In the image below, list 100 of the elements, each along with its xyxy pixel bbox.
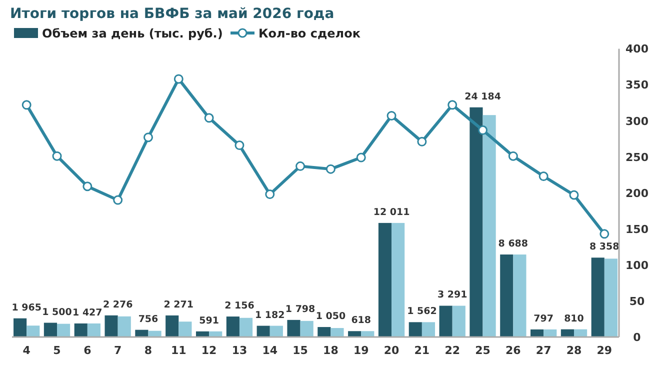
x-tick-label: 21 xyxy=(414,344,430,357)
point xyxy=(508,151,518,161)
x-tick-label: 25 xyxy=(475,344,490,357)
bar xyxy=(500,254,514,337)
bar xyxy=(287,320,300,337)
point xyxy=(600,229,610,239)
point xyxy=(538,172,548,182)
point xyxy=(417,136,427,146)
bar xyxy=(118,316,131,337)
data-label: 1 798 xyxy=(285,304,316,315)
bar xyxy=(378,222,392,337)
data-label: 1 050 xyxy=(316,311,346,322)
y2-tick-label: 350 xyxy=(626,78,649,92)
data-label: 1 562 xyxy=(407,306,437,318)
bar xyxy=(604,258,618,337)
bar xyxy=(530,329,544,337)
x-tick-label: 18 xyxy=(323,344,338,357)
data-label: 1 182 xyxy=(255,310,285,321)
x-tick-label: 13 xyxy=(232,344,248,357)
data-label: 2 156 xyxy=(224,300,255,312)
x-tick-label: 11 xyxy=(170,344,186,357)
bar xyxy=(270,326,283,337)
data-label: 756 xyxy=(138,314,159,325)
data-label: 2 271 xyxy=(164,299,194,310)
bar xyxy=(574,329,588,337)
bar xyxy=(104,315,118,337)
bar xyxy=(330,328,344,337)
x-tick-label: 5 xyxy=(53,344,61,357)
bar xyxy=(544,329,557,337)
x-tick-label: 26 xyxy=(506,344,522,357)
bar xyxy=(44,322,58,337)
point xyxy=(143,132,153,142)
legend-label: Кол-во сделок xyxy=(258,26,360,40)
point xyxy=(82,182,92,192)
bar xyxy=(392,222,405,337)
x-tick-label: 12 xyxy=(201,344,217,357)
point xyxy=(326,164,336,174)
x-tick-label: 14 xyxy=(262,344,278,357)
x-tick-label: 19 xyxy=(353,344,369,357)
x-tick-label: 7 xyxy=(114,344,122,357)
data-label: 1 965 xyxy=(12,302,42,314)
bar xyxy=(256,326,270,337)
data-label: 1 500 xyxy=(42,306,72,318)
x-tick-label: 27 xyxy=(536,344,552,357)
bar xyxy=(452,306,466,337)
x-tick-label: 8 xyxy=(144,344,152,357)
point xyxy=(52,151,62,161)
point xyxy=(356,152,366,162)
bar xyxy=(57,324,70,337)
y2-tick-label: 400 xyxy=(626,42,649,56)
bar xyxy=(439,306,452,337)
chart-title: Итоги торгов на БВФБ за май 2026 года xyxy=(10,6,334,22)
data-label: 618 xyxy=(351,315,372,326)
y2-tick-label: 100 xyxy=(626,258,649,272)
bar xyxy=(87,323,100,337)
y2-tick-label: 150 xyxy=(626,222,649,236)
bar xyxy=(513,254,526,337)
bar xyxy=(348,331,362,337)
data-label: 1 427 xyxy=(72,307,102,318)
x-tick-label: 22 xyxy=(444,344,460,357)
x-tick-label: 6 xyxy=(84,344,92,357)
bar xyxy=(166,315,179,337)
data-label: 3 291 xyxy=(437,290,468,301)
point xyxy=(22,100,32,110)
bar xyxy=(178,322,192,337)
bar xyxy=(26,326,40,337)
data-label: 8 688 xyxy=(498,238,528,250)
data-label: 2 276 xyxy=(102,299,134,310)
bar xyxy=(591,258,604,337)
point xyxy=(569,190,579,200)
x-tick-label: 20 xyxy=(384,344,400,357)
y2-tick-label: 300 xyxy=(626,114,649,128)
bar xyxy=(470,107,483,337)
point xyxy=(265,190,275,200)
point xyxy=(174,74,184,84)
y2-tick-label: 200 xyxy=(626,186,649,200)
y2-tick-label: 0 xyxy=(633,331,642,344)
x-tick-label: 15 xyxy=(292,344,308,357)
point xyxy=(386,110,396,120)
data-label: 810 xyxy=(564,313,584,324)
point xyxy=(478,125,488,135)
data-label: 8 358 xyxy=(590,242,620,253)
data-label: 797 xyxy=(534,313,554,324)
bar xyxy=(318,327,331,337)
point xyxy=(113,195,123,205)
bar xyxy=(135,330,148,337)
bar xyxy=(361,331,374,337)
legend-label: Объем за день (тыс. руб.) xyxy=(42,26,223,40)
bar xyxy=(239,318,253,337)
data-label: 591 xyxy=(199,315,219,326)
y2-tick-label: 50 xyxy=(629,294,645,308)
data-label: 24 184 xyxy=(464,91,502,102)
bar xyxy=(148,330,162,337)
point xyxy=(234,140,244,150)
x-tick-label: 29 xyxy=(596,344,612,357)
x-tick-label: 4 xyxy=(22,344,31,357)
bar xyxy=(422,322,436,337)
bar xyxy=(226,316,240,337)
point xyxy=(448,100,458,110)
point xyxy=(296,161,306,171)
